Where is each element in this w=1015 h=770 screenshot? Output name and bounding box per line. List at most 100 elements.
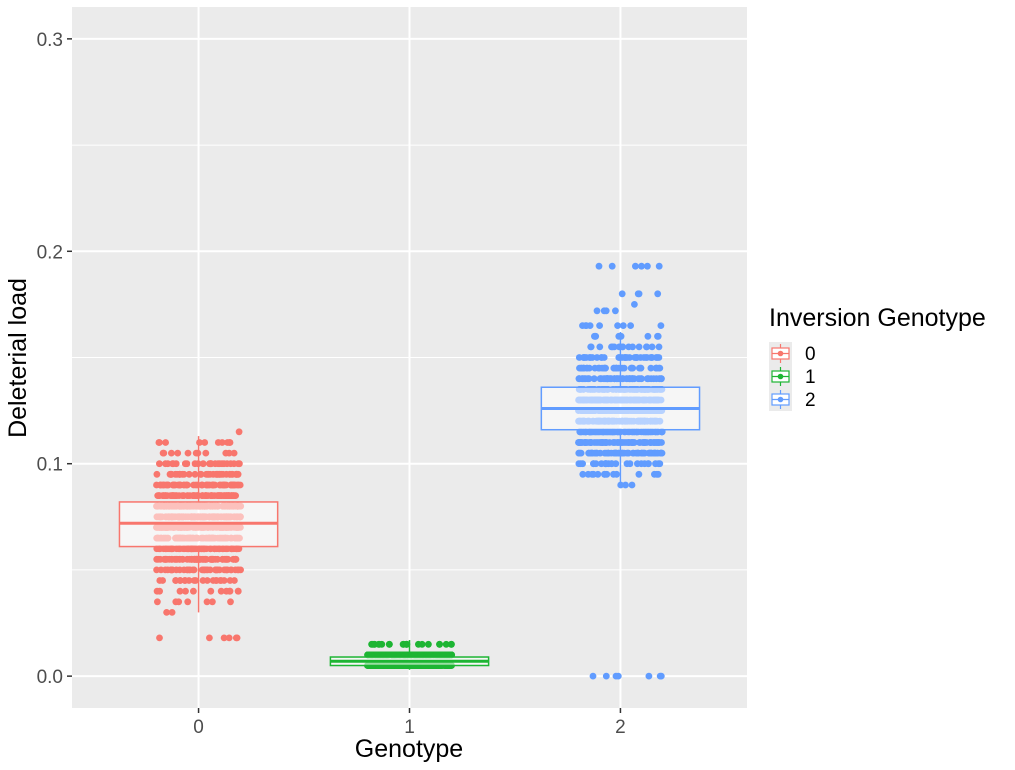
jitter-point [643, 375, 651, 383]
box-plot-1 [329, 640, 490, 670]
jitter-point [168, 609, 176, 616]
jitter-point [162, 460, 169, 468]
jitter-point [183, 460, 191, 468]
jitter-point [640, 354, 648, 361]
jitter-point [167, 566, 175, 574]
jitter-point [609, 343, 616, 351]
jitter-point [184, 449, 192, 457]
outlier-point [654, 290, 662, 298]
jitter-point [635, 470, 643, 478]
outlier-point [656, 672, 664, 680]
jitter-point [205, 470, 212, 478]
jitter-point [636, 375, 643, 383]
jitter-point [600, 354, 608, 361]
jitter-point [154, 598, 161, 606]
jitter-point [176, 577, 184, 584]
x-tick-label: 0 [193, 717, 204, 738]
jitter-point [646, 449, 653, 457]
jitter-point [168, 555, 176, 563]
outlier-point [600, 307, 608, 315]
jitter-point [613, 375, 621, 383]
jitter-point [581, 375, 588, 383]
jitter-point [153, 470, 161, 478]
jitter-point [623, 460, 631, 468]
jitter-point [155, 492, 162, 499]
jitter-point [617, 481, 625, 489]
jitter-point [184, 598, 192, 606]
jitter-point [602, 460, 609, 468]
legend-key-point [777, 350, 784, 357]
jitter-point [586, 364, 593, 372]
jitter-point [579, 470, 587, 478]
outlier-point [589, 672, 597, 680]
x-tick-label: 2 [615, 717, 626, 738]
jitter-point [200, 566, 207, 574]
jitter-point [202, 449, 210, 457]
jitter-point [576, 449, 584, 457]
jitter-point [209, 492, 217, 499]
jitter-point [596, 322, 603, 329]
outlier-point [220, 634, 228, 642]
jitter-point [620, 364, 628, 372]
jitter-point [223, 460, 231, 468]
jitter-point [159, 449, 167, 457]
jitter-point [234, 587, 242, 595]
jitter-point [231, 577, 238, 584]
legend-title: Inversion Genotype [769, 304, 986, 332]
jitter-point [219, 555, 227, 563]
jitter-point [167, 470, 175, 478]
jitter-point [226, 439, 234, 446]
jitter-point [623, 449, 631, 457]
jitter-point [596, 343, 604, 351]
jitter-point [212, 566, 220, 574]
jitter-point [226, 587, 234, 595]
jitter-point [628, 481, 636, 489]
outlier-point [635, 290, 643, 298]
legend-key-point [777, 373, 784, 380]
jitter-point [644, 332, 652, 340]
jitter-point [181, 577, 189, 584]
y-tick-label: 0.2 [37, 242, 63, 263]
jitter-point [587, 343, 595, 351]
jitter-point [163, 609, 171, 616]
jitter-point [619, 322, 627, 329]
x-tick-label: 1 [404, 717, 415, 738]
jitter-point [588, 470, 596, 478]
jitter-point [592, 460, 600, 468]
jitter-point [232, 555, 240, 563]
jitter-point [203, 577, 211, 584]
jitter-point [608, 460, 616, 468]
jitter-point [647, 364, 655, 372]
jitter-point [653, 375, 660, 383]
jitter-point [369, 640, 377, 648]
jitter-point [168, 449, 175, 457]
jitter-point [230, 449, 238, 457]
y-axis-title: Deleterial load [4, 278, 32, 438]
y-tick-label: 0.3 [37, 30, 63, 51]
outlier-point [156, 634, 163, 642]
jitter-point [630, 439, 637, 446]
jitter-point [602, 364, 609, 372]
y-tick-label: 0.0 [37, 667, 63, 688]
jitter-point [198, 481, 206, 489]
jitter-point [228, 470, 236, 478]
jitter-point [235, 428, 243, 436]
jitter-point [575, 375, 583, 383]
jitter-point [172, 566, 180, 574]
jitter-point [591, 332, 598, 340]
jitter-point [625, 343, 633, 351]
jitter-point [156, 439, 163, 446]
jitter-point [575, 460, 583, 468]
jitter-point [655, 343, 663, 351]
jitter-point [607, 449, 615, 457]
jitter-point [162, 439, 170, 446]
jitter-point [644, 460, 652, 468]
jitter-point [156, 587, 164, 595]
jitter-point [575, 354, 583, 361]
jitter-point [225, 492, 233, 499]
jitter-point [237, 566, 245, 574]
jitter-point [203, 598, 211, 606]
jitter-point [578, 364, 585, 372]
jitter-point [629, 449, 637, 457]
